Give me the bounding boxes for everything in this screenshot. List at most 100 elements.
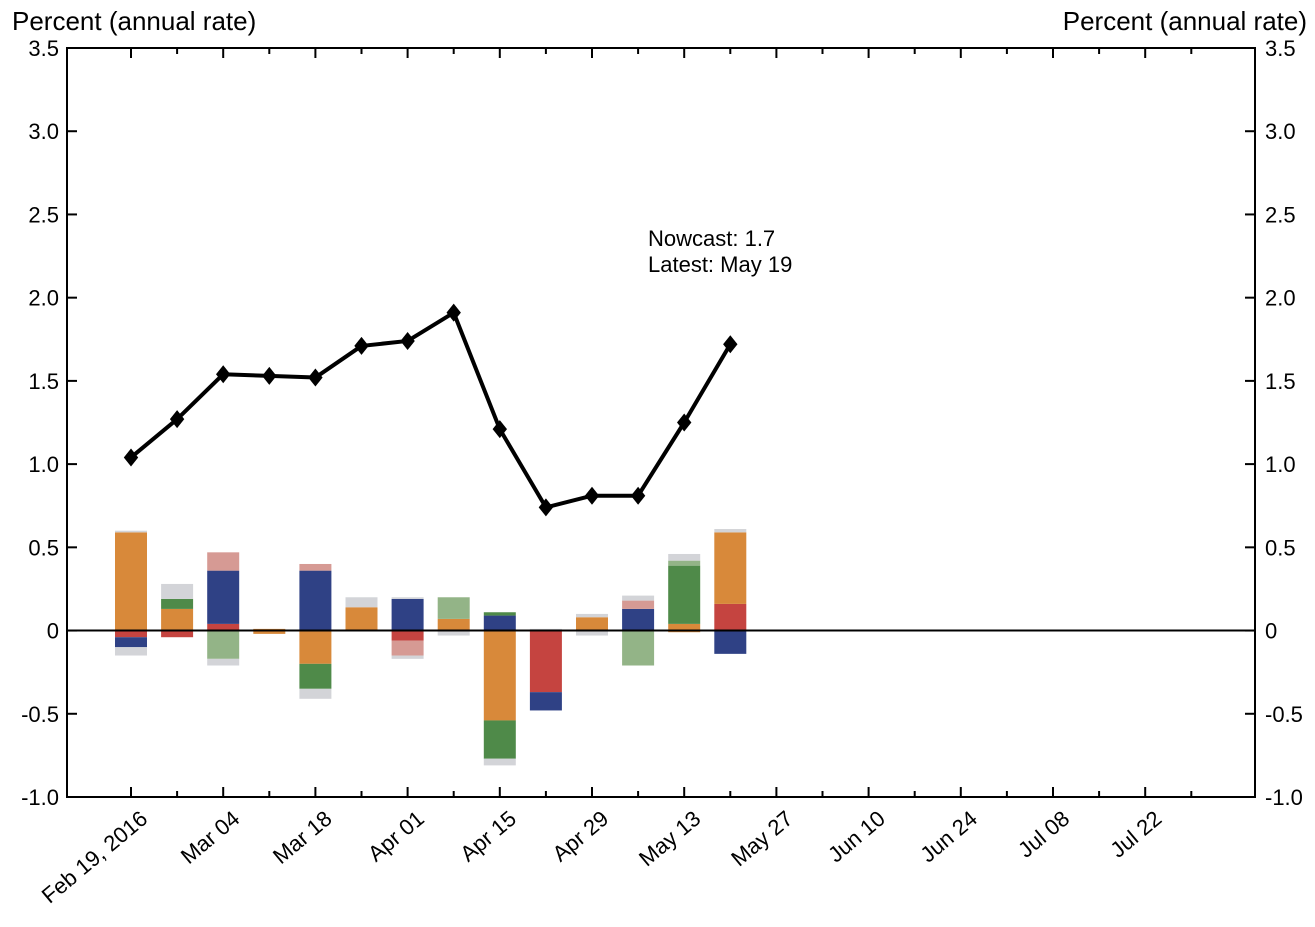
bar-segment <box>714 630 747 654</box>
x-tick-label: Mar 18 <box>268 806 337 869</box>
bar-segment <box>391 598 424 631</box>
bar-segment <box>529 692 562 711</box>
bar-segment <box>714 532 747 604</box>
nowcast-marker <box>216 365 231 384</box>
nowcast-marker <box>584 486 600 505</box>
bar-segment <box>483 758 516 766</box>
x-tick-label: May 27 <box>726 806 797 872</box>
x-tick-label: Jun 10 <box>823 806 890 868</box>
y-axis-ticks: 3.5 3.5 3.0 3.0 2.5 2.5 2.0 2.0 1.5 1.5 1.0 1.0 0.5 0… <box>21 36 1303 810</box>
bar-segment <box>622 595 655 601</box>
bar-segment <box>161 598 194 609</box>
bar-segment <box>299 570 332 631</box>
x-tick-label: Apr 29 <box>547 806 613 867</box>
bar-segment <box>483 720 516 759</box>
nowcast-marker <box>538 498 554 517</box>
bar-segment <box>115 647 147 656</box>
bar-segment <box>161 583 194 599</box>
nowcast-annotation: Nowcast: 1.7 <box>648 226 775 251</box>
bar-segment <box>529 630 562 693</box>
nowcast-marker <box>262 366 277 385</box>
y-tick-label-left: 1.5 <box>28 369 59 394</box>
y-tick-label-right: 0.5 <box>1265 535 1296 560</box>
x-tick-label: Apr 15 <box>455 806 521 867</box>
bar-segment <box>115 630 147 638</box>
x-axis-ticks: Feb 19, 2016 Mar 04 Mar 18 Apr 01 Apr 15 Apr … <box>37 48 1193 909</box>
nowcast-marker <box>492 420 507 439</box>
bar-segment <box>622 608 655 631</box>
bar-segment <box>576 617 608 631</box>
bar-segment <box>483 615 516 631</box>
x-tick-label: Feb 19, 2016 <box>37 806 152 909</box>
y-tick-label-right: 3.5 <box>1265 36 1296 61</box>
y-tick-label-right: -1.0 <box>1265 785 1303 810</box>
bar-segment <box>253 630 286 634</box>
bar-segment <box>668 623 701 631</box>
nowcast-marker <box>630 486 646 505</box>
bar-segment <box>483 630 516 721</box>
nowcast-marker <box>446 303 461 322</box>
bar-segment <box>391 655 424 659</box>
bar-segment <box>161 630 194 638</box>
bar-segment <box>391 630 424 641</box>
y-tick-label-left: 3.0 <box>28 119 59 144</box>
x-tick-label: Jun 24 <box>915 806 982 868</box>
y-tick-label-left: 0 <box>47 619 59 644</box>
y-tick-label-right: -0.5 <box>1265 702 1303 727</box>
nowcast-marker <box>677 413 692 432</box>
y-tick-label-right: 0 <box>1265 619 1277 644</box>
plot-frame <box>66 47 1256 798</box>
bar-segment <box>207 570 240 624</box>
bar-segment <box>437 618 470 631</box>
y-tick-label-right: 3.0 <box>1265 119 1296 144</box>
y-tick-label-left: -0.5 <box>21 702 59 727</box>
y-tick-label-left: 1.0 <box>28 452 59 477</box>
bar-segment <box>207 630 240 659</box>
bar-segment <box>345 597 378 608</box>
contribution-bars <box>115 529 747 766</box>
bar-segment <box>668 553 701 561</box>
x-tick-label: Mar 04 <box>176 806 245 869</box>
y-tick-label-left: -1.0 <box>21 785 59 810</box>
bar-segment <box>115 532 147 631</box>
y-tick-label-left: 3.5 <box>28 36 59 61</box>
axes <box>66 47 1256 798</box>
bar-segment <box>622 600 655 609</box>
bar-segment <box>207 658 240 666</box>
nowcast-marker <box>723 335 738 354</box>
bar-segment <box>391 640 424 656</box>
nowcast-marker <box>400 331 415 350</box>
bar-segment <box>115 530 147 533</box>
bar-segment <box>437 630 470 636</box>
x-tick-label: Apr 01 <box>363 806 429 867</box>
y-tick-label-right: 2.0 <box>1265 286 1296 311</box>
bar-segment <box>207 552 240 571</box>
y-tick-label-left: 2.5 <box>28 202 59 227</box>
y-tick-label-right: 2.5 <box>1265 202 1296 227</box>
bar-segment <box>299 563 332 571</box>
bar-segment <box>437 597 470 619</box>
bar-segment <box>668 560 701 566</box>
bar-segment <box>299 688 332 699</box>
x-tick-label: May 13 <box>634 806 705 872</box>
x-tick-label: Jul 22 <box>1105 806 1166 863</box>
bar-segment <box>622 630 655 666</box>
nowcast-marker <box>308 368 323 387</box>
left-axis-label: Percent (annual rate) <box>12 6 256 36</box>
bar-segment <box>207 623 240 631</box>
bar-segment <box>115 637 147 648</box>
y-tick-label-right: 1.0 <box>1265 452 1296 477</box>
right-axis-label: Percent (annual rate) <box>1063 6 1307 36</box>
bar-segment <box>299 630 332 664</box>
bar-segment <box>576 630 608 636</box>
nowcast-line-series <box>123 303 738 517</box>
bar-segment <box>483 612 516 616</box>
x-tick-label: Jul 08 <box>1013 806 1074 863</box>
y-tick-label-left: 2.0 <box>28 286 59 311</box>
latest-annotation: Latest: May 19 <box>648 252 792 277</box>
nowcast-marker <box>354 336 369 355</box>
nowcast-marker <box>123 448 139 467</box>
bar-segment <box>576 613 608 618</box>
bar-segment <box>714 603 747 631</box>
